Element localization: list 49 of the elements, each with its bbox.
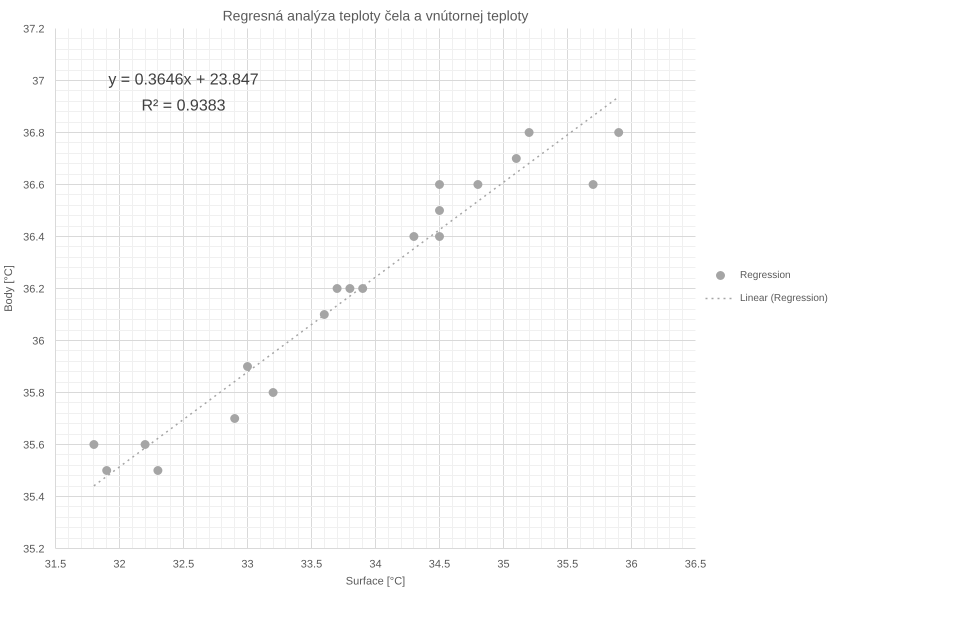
legend-label: Linear (Regression) <box>740 292 828 304</box>
x-tick-label: 33 <box>241 558 254 570</box>
x-tick-label: 34.5 <box>428 558 450 570</box>
y-tick-label: 37 <box>32 76 45 88</box>
x-tick-label: 32.5 <box>172 558 194 570</box>
point <box>153 466 162 475</box>
y-tick-label: 36.8 <box>23 128 45 140</box>
y-tick-label: 35.6 <box>23 440 45 452</box>
x-tick-label: 35 <box>497 558 510 570</box>
y-tick-label: 35.8 <box>23 388 45 400</box>
y-tick-label: 37.2 <box>23 24 45 36</box>
annotation: y = 0.3646x + 23.847 <box>108 71 259 88</box>
point <box>243 362 252 371</box>
point <box>524 128 534 137</box>
y-tick-label: 35.2 <box>23 544 45 556</box>
point <box>435 180 444 189</box>
x-tick-label: 32 <box>113 558 126 570</box>
y-tick-label: 36 <box>32 336 45 348</box>
x-axis-title: Surface [°C] <box>346 576 406 588</box>
point <box>435 232 444 241</box>
point <box>473 180 482 189</box>
x-tick-label: 35.5 <box>556 558 578 570</box>
point <box>345 284 354 293</box>
point <box>320 310 329 319</box>
point <box>268 388 278 397</box>
x-tick-label: 36 <box>625 558 638 570</box>
y-tick-label: 36.4 <box>23 232 45 244</box>
x-tick-label: 31.5 <box>44 558 66 570</box>
point <box>614 128 624 137</box>
point <box>332 284 342 293</box>
x-tick-label: 34 <box>369 558 382 570</box>
point <box>102 466 112 475</box>
y-tick-label: 36.6 <box>23 180 45 192</box>
x-tick-label: 33.5 <box>300 558 322 570</box>
point <box>512 154 521 163</box>
annotation: R² = 0.9383 <box>141 97 226 114</box>
y-tick-label: 35.4 <box>23 492 45 504</box>
y-tick-label: 36.2 <box>23 284 45 296</box>
x-tick-label: 36.5 <box>684 558 706 570</box>
point <box>89 440 98 449</box>
point <box>588 180 598 189</box>
chart-title: Regresná analýza teploty čela a vnútornej teploty <box>222 8 528 24</box>
point <box>358 284 368 293</box>
point <box>409 232 418 241</box>
legend-label: Regression <box>740 270 791 280</box>
y-axis-title: Body [°C] <box>3 265 16 312</box>
point <box>230 414 240 423</box>
point <box>435 206 444 215</box>
point <box>140 440 150 449</box>
